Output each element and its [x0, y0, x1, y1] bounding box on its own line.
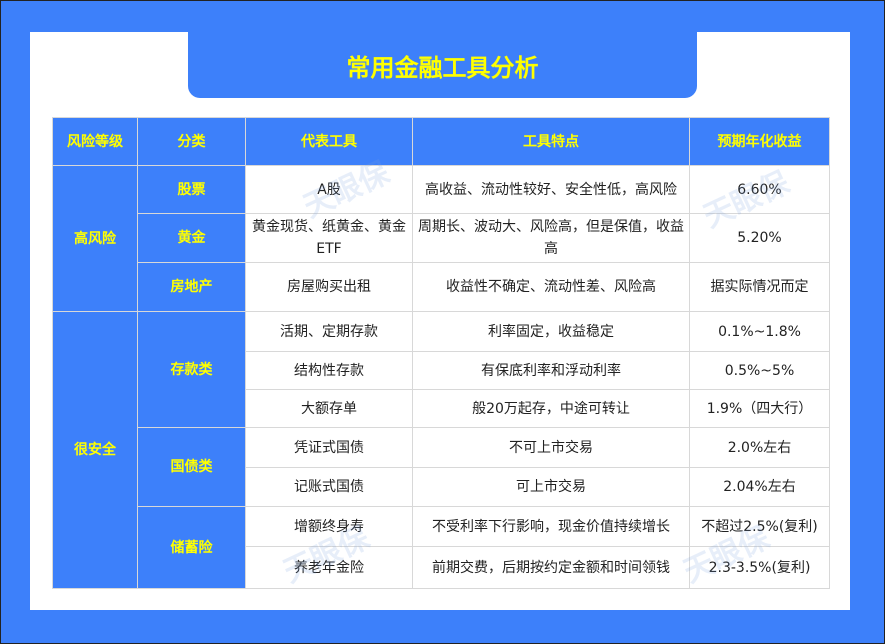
feature-cell: 收益性不确定、流动性差、风险高: [412, 262, 690, 312]
column-header: 分类: [137, 117, 246, 166]
category-cell: 国债类: [137, 427, 246, 507]
table-row: 高风险 股票 A股 高收益、流动性较好、安全性低，高风险 6.60%: [52, 165, 830, 312]
tool-cell: A股: [245, 165, 413, 214]
column-header: 预期年化收益: [689, 117, 830, 166]
yield-cell: 不超过2.5%(复利): [689, 506, 830, 547]
column-header: 风险等级: [52, 117, 138, 166]
yield-cell: 2.04%左右: [689, 467, 830, 507]
tool-cell: 结构性存款: [245, 351, 413, 390]
feature-cell: 不受利率下行影响，现金价值持续增长: [412, 506, 690, 547]
tool-cell: 房屋购买出租: [245, 262, 413, 312]
yield-cell: 2.3-3.5%(复利): [689, 546, 830, 589]
yield-cell: 0.1%~1.8%: [689, 311, 830, 352]
feature-cell: 高收益、流动性较好、安全性低，高风险: [412, 165, 690, 214]
tool-cell: 增额终身寿: [245, 506, 413, 547]
tool-cell: 黄金现货、纸黄金、黄金ETF: [245, 213, 413, 263]
yield-cell: 6.60%: [689, 165, 830, 214]
tool-cell: 大额存单: [245, 389, 413, 428]
table-row: 房地产 房屋购买出租 收益性不确定、流动性差、风险高 据实际情况而定: [53, 262, 830, 312]
feature-cell: 般20万起存，中途可转让: [412, 389, 690, 428]
category-cell: 股票: [137, 165, 246, 214]
category-cell: 存款类: [137, 311, 246, 428]
feature-cell: 前期交费，后期按约定金额和时间领钱: [412, 546, 690, 589]
table-row: 记账式国债 可上市交易 2.04%左右: [53, 467, 830, 507]
table-header-row: 风险等级 分类 代表工具 工具特点 预期年化收益: [52, 117, 830, 166]
column-header: 代表工具: [245, 117, 413, 166]
tool-cell: 养老年金险: [245, 546, 413, 589]
yield-cell: 2.0%左右: [689, 427, 830, 468]
feature-cell: 可上市交易: [412, 467, 690, 507]
yield-cell: 5.20%: [689, 213, 830, 263]
table-row: 很安全 存款类 活期、定期存款 利率固定，收益稳定 0.1%~1.8%: [52, 311, 830, 589]
table-row: 大额存单 般20万起存，中途可转让 1.9%（四大行）: [53, 389, 830, 428]
table-row: 结构性存款 有保底利率和浮动利率 0.5%~5%: [53, 351, 830, 390]
risk-level-cell: 很安全: [52, 311, 138, 589]
table-row: 国债类 凭证式国债 不可上市交易 2.0%左右: [53, 427, 830, 507]
yield-cell: 0.5%~5%: [689, 351, 830, 390]
category-cell: 房地产: [137, 262, 246, 312]
yield-cell: 据实际情况而定: [689, 262, 830, 312]
title-banner: 常用金融工具分析: [188, 32, 697, 98]
feature-cell: 有保底利率和浮动利率: [412, 351, 690, 390]
page-title: 常用金融工具分析: [346, 53, 539, 82]
feature-cell: 利率固定，收益稳定: [412, 311, 690, 352]
finance-tools-table: 风险等级 分类 代表工具 工具特点 预期年化收益 高风险 股票 A股 高收益、流动性较好、安全…: [52, 117, 830, 589]
feature-cell: 周期长、波动大、风险高，但是保值，收益高: [412, 213, 690, 263]
table-row: 储蓄险 增额终身寿 不受利率下行影响，现金价值持续增长 不超过2.5%(复利): [53, 506, 830, 589]
tool-cell: 凭证式国债: [245, 427, 413, 468]
yield-cell: 1.9%（四大行）: [689, 389, 830, 428]
table-row: 黄金 黄金现货、纸黄金、黄金ETF 周期长、波动大、风险高，但是保值，收益高 5.20…: [53, 213, 830, 263]
feature-cell: 不可上市交易: [412, 427, 690, 468]
table-row: 养老年金险 前期交费，后期按约定金额和时间领钱 2.3-3.5%(复利): [53, 546, 830, 589]
column-header: 工具特点: [412, 117, 690, 166]
tool-cell: 记账式国债: [245, 467, 413, 507]
category-cell: 黄金: [137, 213, 246, 263]
risk-level-cell: 高风险: [52, 165, 138, 312]
category-cell: 储蓄险: [137, 506, 246, 589]
tool-cell: 活期、定期存款: [245, 311, 413, 352]
